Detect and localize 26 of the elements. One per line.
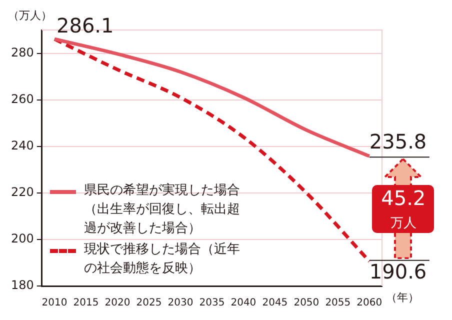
x-tick-label: 2015 bbox=[73, 298, 99, 309]
x-tick-label: 2045 bbox=[262, 298, 288, 309]
y-tick-label: 260 bbox=[11, 92, 34, 106]
data-label: 286.1 bbox=[56, 13, 114, 38]
x-tick-label: 2020 bbox=[104, 298, 130, 309]
annotation: 45.2 万人 bbox=[381, 186, 426, 232]
x-tick-label: 2010 bbox=[42, 298, 68, 309]
data-label: 190.6 bbox=[369, 260, 427, 284]
x-axis-title: （年） bbox=[386, 290, 419, 305]
x-tick-label: 2030 bbox=[168, 298, 194, 309]
y-tick-label: 220 bbox=[11, 185, 34, 200]
legend-label: 現状で推移した場合（近年の社会動態を反映） bbox=[84, 240, 241, 278]
x-tick-label: 2040 bbox=[230, 298, 256, 309]
y-tick-label: 240 bbox=[11, 138, 34, 152]
data-label: 235.8 bbox=[369, 129, 427, 154]
x-tick-label: 2025 bbox=[136, 298, 162, 309]
y-axis-title: （万人） bbox=[8, 8, 52, 23]
x-tick-label: 2050 bbox=[294, 298, 320, 309]
y-tick-label: 180 bbox=[11, 278, 34, 292]
x-tick-label: 2055 bbox=[325, 298, 351, 309]
line-series bbox=[52, 37, 372, 158]
y-tick-label: 200 bbox=[11, 232, 34, 246]
x-tick-label: 2035 bbox=[199, 298, 225, 309]
y-tick-label: 280 bbox=[11, 45, 34, 60]
legend-label: 県民の希望が実現した場合（出生率が回復し、転出超過が改善した場合） bbox=[84, 182, 241, 238]
x-tick-label: 2060 bbox=[356, 298, 382, 309]
